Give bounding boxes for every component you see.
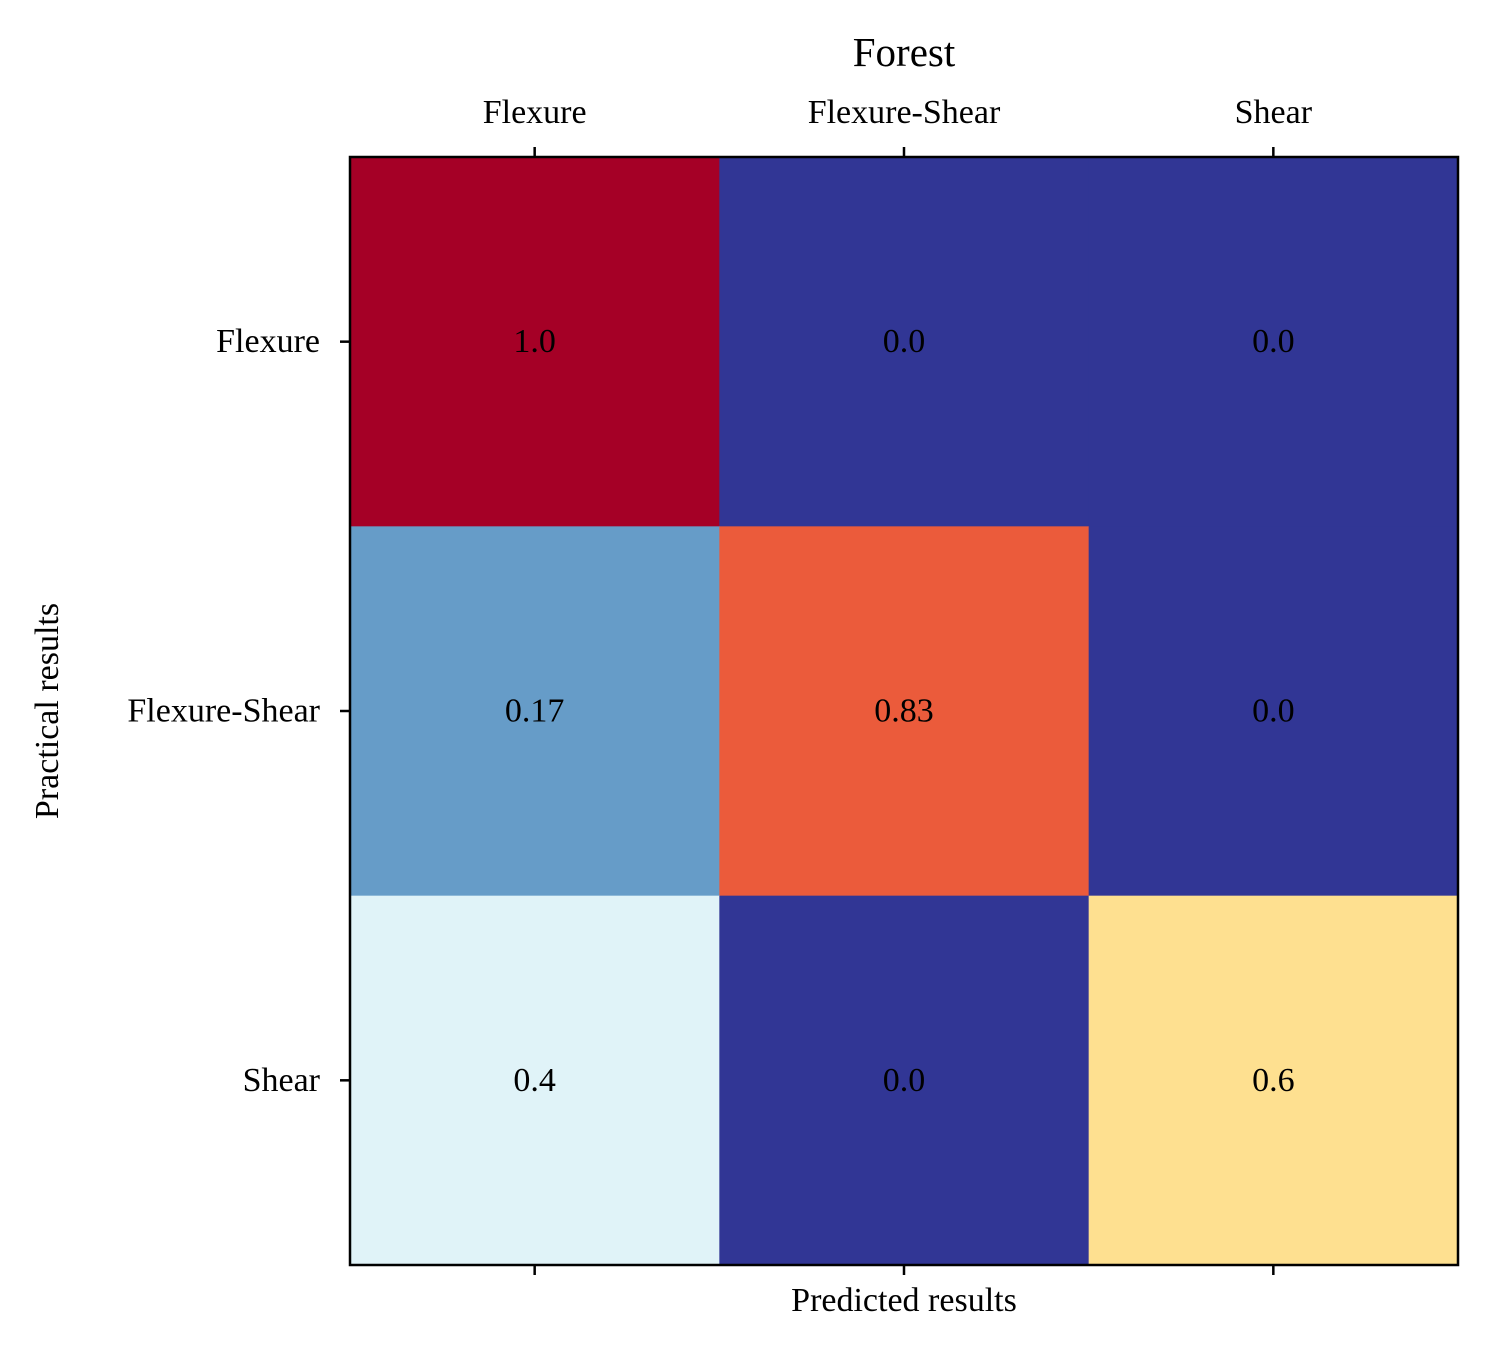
heatmap-cell-flexure-shear	[1088, 157, 1459, 527]
x-tick-label: Shear	[1235, 94, 1313, 131]
y-axis-label: Practical results	[29, 603, 66, 819]
y-tick-label: Shear	[243, 1062, 321, 1099]
heatmap-cell-flexure-shear-flexure	[350, 526, 720, 897]
heatmap-cell-flexure-flexure-shear	[719, 157, 1090, 527]
x-tick-label: Flexure	[483, 94, 587, 131]
cell-value-label: 0.0	[883, 323, 926, 360]
cell-value-label: 0.0	[883, 1062, 926, 1099]
cell-value-label: 0.0	[1252, 323, 1295, 360]
heatmap-cell-shear-flexure	[350, 895, 720, 1266]
heatmap-cell-flexure-flexure	[350, 157, 720, 527]
heatmap-cell-labels: 1.0 0.0 0.0 0.17 0.83 0.0 0.4 0.0 0.6	[505, 323, 1295, 1099]
heatmap-cell-shear-flexure-shear	[719, 895, 1090, 1266]
cell-value-label: 0.83	[874, 693, 934, 730]
heatmap-cells	[350, 157, 1459, 1266]
x-axis-label: Predicted results	[791, 1282, 1017, 1319]
heatmap-cell-flexure-shear-flexure-shear	[719, 526, 1090, 897]
heatmap-cell-shear-shear	[1088, 895, 1459, 1266]
y-tick-label: Flexure	[216, 323, 320, 360]
y-tick-label: Flexure-Shear	[127, 693, 320, 730]
axis-tick-labels: Flexure Flexure-Shear Shear Flexure Flexure-…	[127, 94, 1312, 1099]
cell-value-label: 0.0	[1252, 693, 1295, 730]
x-tick-label: Flexure-Shear	[808, 94, 1001, 131]
chart-title: Forest	[853, 29, 956, 75]
heatmap-cell-flexure-shear-shear	[1088, 526, 1459, 897]
cell-value-label: 0.6	[1252, 1062, 1295, 1099]
cell-value-label: 0.4	[513, 1062, 556, 1099]
axis-ticks	[340, 147, 1275, 1275]
cell-value-label: 0.17	[505, 693, 565, 730]
cell-value-label: 1.0	[513, 323, 556, 360]
